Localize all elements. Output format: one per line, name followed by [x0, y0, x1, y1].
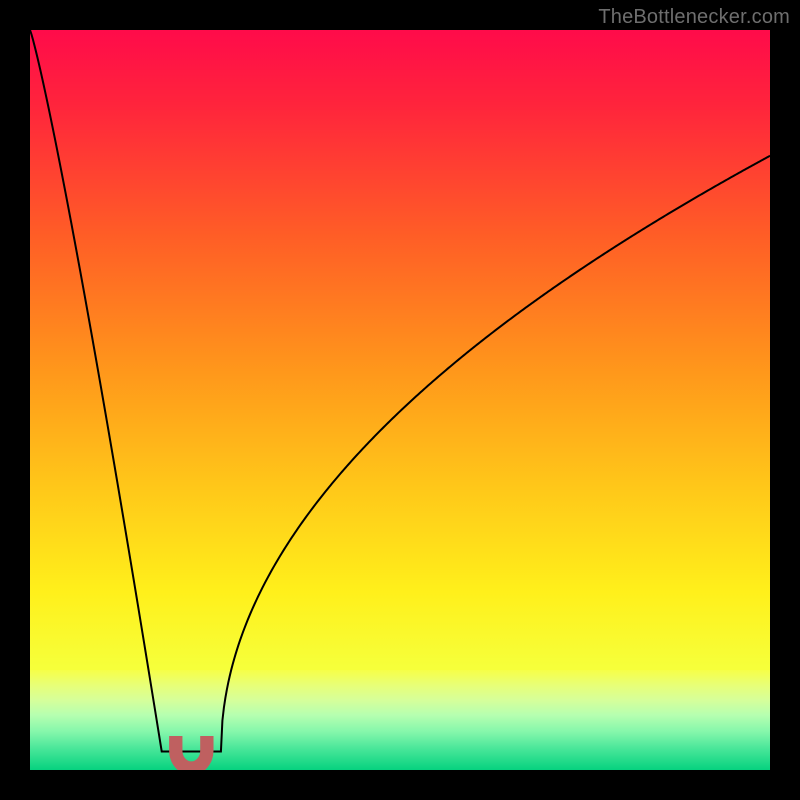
- chart-container: { "attribution": { "text": "TheBottlenec…: [0, 0, 800, 800]
- gradient-bottom-band: [30, 670, 770, 770]
- gradient-background: [30, 30, 770, 770]
- attribution-label: TheBottlenecker.com: [598, 6, 790, 29]
- bottleneck-chart: [0, 0, 800, 800]
